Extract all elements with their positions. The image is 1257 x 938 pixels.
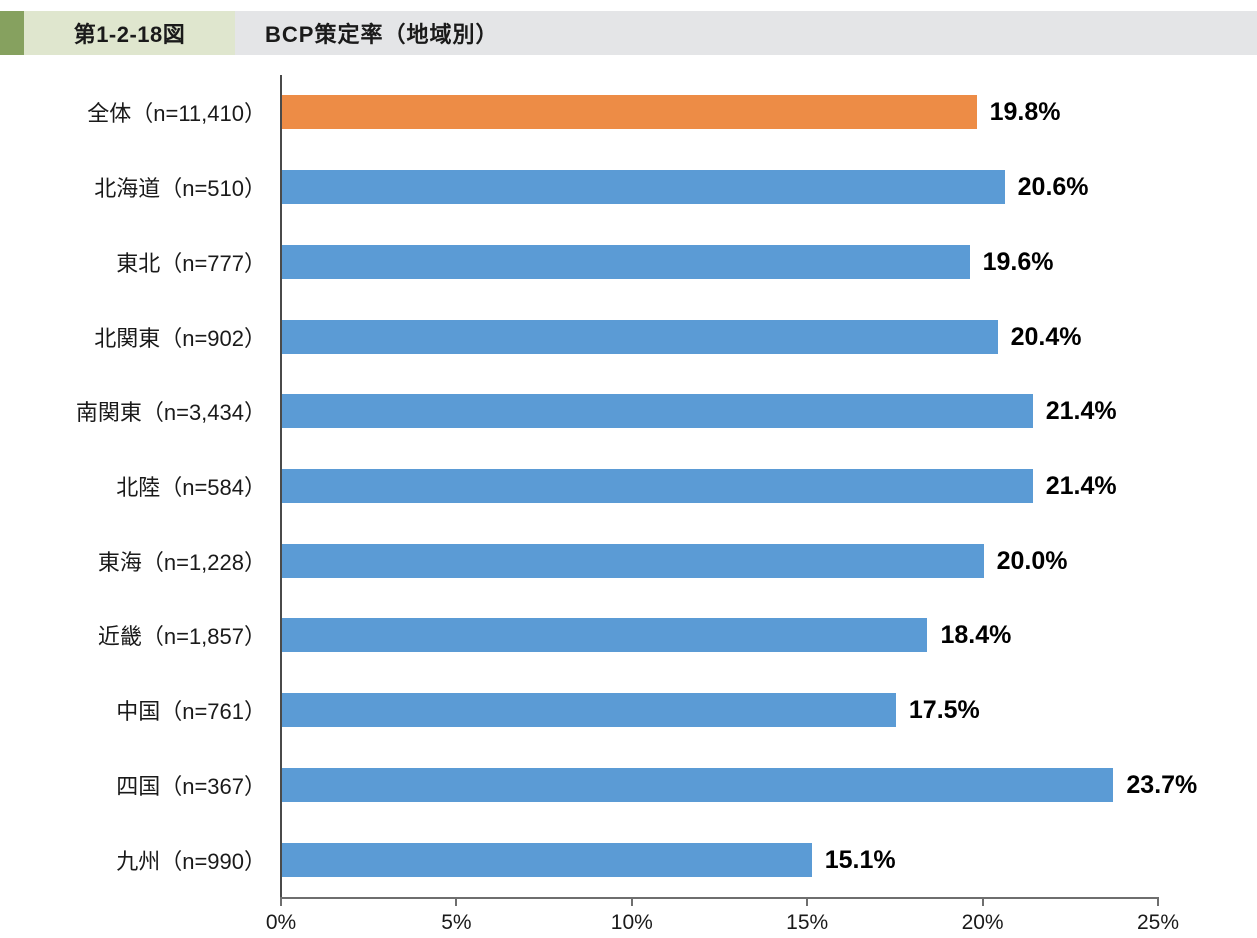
bar-row: 東海（n=1,228） 20.0% bbox=[0, 523, 1257, 598]
bar bbox=[282, 394, 1033, 429]
bar bbox=[282, 693, 896, 728]
bar-row: 北陸（n=584） 21.4% bbox=[0, 449, 1257, 524]
bar bbox=[282, 842, 812, 877]
x-axis-line bbox=[280, 897, 1159, 899]
bar bbox=[282, 170, 1005, 205]
value-label: 21.4% bbox=[1045, 471, 1117, 500]
x-tick-mark bbox=[280, 899, 282, 906]
x-tick-mark bbox=[455, 899, 458, 906]
figure-number-box: 第1-2-18図 bbox=[24, 11, 235, 55]
value-label: 17.5% bbox=[908, 696, 980, 725]
bar-row: 北関東（n=902） 20.4% bbox=[0, 299, 1257, 374]
value-label: 19.6% bbox=[982, 247, 1054, 276]
x-tick-label: 20% bbox=[961, 911, 1004, 934]
x-tick-label: 0% bbox=[265, 911, 297, 934]
value-label: 21.4% bbox=[1045, 397, 1117, 426]
bar-row: 九州（n=990） 15.1% bbox=[0, 822, 1257, 897]
category-label: 全体（n=11,410） bbox=[87, 101, 266, 127]
x-tick-mark bbox=[806, 899, 809, 906]
x-tick-mark bbox=[981, 899, 984, 906]
category-label: 北陸（n=584） bbox=[116, 474, 266, 500]
category-label: 南関東（n=3,434） bbox=[75, 400, 266, 426]
value-label: 20.6% bbox=[1017, 173, 1089, 202]
value-label: 23.7% bbox=[1126, 770, 1198, 799]
bar-row: 東北（n=777） 19.6% bbox=[0, 224, 1257, 299]
bar-row: 全体（n=11,410） 19.8% bbox=[0, 75, 1257, 150]
x-tick-label: 5% bbox=[441, 911, 472, 934]
category-label: 四国（n=367） bbox=[116, 773, 266, 799]
category-label: 中国（n=761） bbox=[116, 699, 266, 725]
category-label: 東北（n=777） bbox=[116, 250, 266, 276]
bar bbox=[282, 543, 984, 578]
category-label: 北海道（n=510） bbox=[94, 176, 266, 202]
value-label: 15.1% bbox=[824, 845, 896, 874]
x-tick-label: 10% bbox=[610, 911, 653, 934]
header-accent-block bbox=[0, 11, 24, 55]
figure-title: BCP策定率（地域別） bbox=[265, 22, 499, 47]
y-axis-line bbox=[280, 75, 282, 897]
figure-header: 第1-2-18図 BCP策定率（地域別） bbox=[0, 11, 1257, 55]
bar-row: 近畿（n=1,857） 18.4% bbox=[0, 598, 1257, 673]
value-label: 20.0% bbox=[996, 546, 1068, 575]
value-label: 19.8% bbox=[989, 98, 1061, 127]
value-label: 18.4% bbox=[940, 621, 1012, 650]
x-tick-label: 15% bbox=[786, 911, 829, 934]
bar-chart: 0% 5% 10% 15% 20% 25% 全体（n=11,410） 19.8% 北海道（… bbox=[0, 75, 1257, 934]
bar bbox=[282, 618, 928, 653]
bar bbox=[282, 468, 1033, 503]
figure-number: 第1-2-18図 bbox=[73, 22, 186, 47]
category-label: 近畿（n=1,857） bbox=[97, 624, 266, 650]
value-label: 20.4% bbox=[1010, 322, 1082, 351]
bar bbox=[282, 244, 970, 279]
category-label: 東海（n=1,228） bbox=[97, 549, 266, 575]
bar-row: 四国（n=367） 23.7% bbox=[0, 748, 1257, 823]
figure-title-box: BCP策定率（地域別） bbox=[235, 11, 1257, 55]
bar bbox=[282, 767, 1114, 802]
bar-row: 南関東（n=3,434） 21.4% bbox=[0, 374, 1257, 449]
bar-row: 中国（n=761） 17.5% bbox=[0, 673, 1257, 748]
x-tick-label: 25% bbox=[1136, 911, 1180, 934]
category-label: 九州（n=990） bbox=[116, 848, 266, 874]
category-label: 北関東（n=902） bbox=[94, 325, 266, 351]
x-tick-mark bbox=[630, 899, 633, 906]
bar-row: 北海道（n=510） 20.6% bbox=[0, 150, 1257, 225]
bar bbox=[282, 95, 977, 130]
x-tick-mark bbox=[1157, 899, 1159, 906]
bar bbox=[282, 319, 998, 354]
